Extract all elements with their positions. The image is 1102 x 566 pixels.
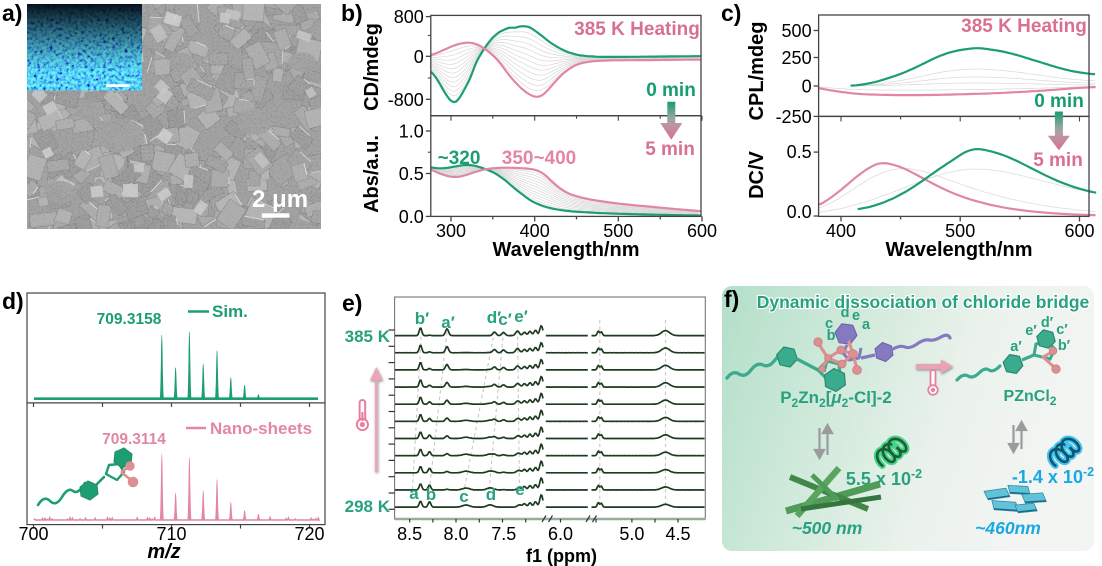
svg-text:0: 0: [414, 47, 424, 67]
svg-text:500: 500: [603, 221, 633, 241]
svg-text:c: c: [825, 316, 833, 332]
svg-text:709.3158: 709.3158: [97, 311, 162, 328]
svg-text:c: c: [459, 487, 468, 506]
svg-text:5.5 x 10-2: 5.5 x 10-2: [846, 467, 922, 489]
svg-text:c′: c′: [1056, 322, 1068, 338]
svg-text:a: a: [409, 484, 419, 503]
svg-text:709.3114: 709.3114: [102, 431, 166, 448]
svg-text:a′: a′: [441, 313, 455, 332]
svg-text:0 min: 0 min: [1034, 91, 1084, 112]
svg-text:a: a: [862, 317, 871, 333]
svg-text:b: b: [426, 485, 436, 504]
svg-text:Dynamic dissociation of chlori: Dynamic dissociation of chloride bridge: [757, 292, 1090, 312]
svg-text:c): c): [721, 0, 741, 26]
svg-text:Sim.: Sim.: [212, 302, 248, 321]
svg-text:298 K: 298 K: [345, 497, 391, 516]
svg-text:5 min: 5 min: [645, 139, 695, 160]
svg-text:600: 600: [687, 221, 717, 241]
svg-text:0 min: 0 min: [646, 80, 696, 101]
svg-text:~320: ~320: [438, 148, 481, 169]
svg-text:385 K Heating: 385 K Heating: [961, 16, 1087, 37]
svg-text:0.5: 0.5: [787, 142, 812, 162]
svg-text:DC/V: DC/V: [746, 150, 768, 198]
svg-text:Abs/a.u.: Abs/a.u.: [361, 135, 383, 213]
svg-text:0.0: 0.0: [787, 202, 812, 222]
svg-text:~460nm: ~460nm: [975, 518, 1041, 538]
svg-text:b): b): [341, 0, 363, 26]
svg-text:600: 600: [1064, 221, 1094, 241]
svg-text:0.5: 0.5: [399, 164, 424, 184]
svg-text:CPL/mdeg: CPL/mdeg: [746, 22, 768, 121]
svg-text:PZnCl2: PZnCl2: [1004, 388, 1057, 408]
svg-text:Wavelength/nm: Wavelength/nm: [885, 239, 1032, 261]
svg-text:8.5: 8.5: [397, 524, 422, 544]
svg-text:d: d: [486, 485, 496, 504]
svg-text:b: b: [827, 328, 836, 344]
svg-text:d′: d′: [487, 308, 501, 327]
svg-text:-800: -800: [388, 90, 424, 110]
svg-text:b′: b′: [415, 309, 429, 328]
svg-text:~500 nm: ~500 nm: [792, 518, 863, 538]
svg-text:0: 0: [802, 77, 812, 97]
svg-text:350~400: 350~400: [502, 148, 577, 169]
svg-text:m/z: m/z: [147, 541, 180, 563]
svg-text:300: 300: [436, 221, 466, 241]
svg-text:1.0: 1.0: [399, 122, 424, 142]
svg-text:4.5: 4.5: [665, 524, 690, 544]
svg-text:250: 250: [782, 48, 812, 68]
svg-text:a): a): [2, 0, 22, 26]
svg-text:5 min: 5 min: [1033, 150, 1083, 171]
svg-text:700: 700: [18, 524, 48, 544]
svg-text:7.5: 7.5: [491, 524, 516, 544]
svg-text:385 K Heating: 385 K Heating: [574, 19, 700, 40]
svg-text:800: 800: [394, 7, 424, 27]
svg-text:720: 720: [294, 524, 324, 544]
svg-text:a′: a′: [1010, 339, 1022, 355]
svg-text:d: d: [841, 305, 850, 321]
svg-text:d′: d′: [1041, 315, 1054, 331]
svg-text:500: 500: [945, 221, 975, 241]
svg-text:8.0: 8.0: [443, 524, 468, 544]
svg-text:2 μm: 2 μm: [252, 186, 308, 213]
svg-text:e): e): [342, 290, 362, 316]
svg-text:P2Zn2[μ2-Cl]-2: P2Zn2[μ2-Cl]-2: [780, 388, 892, 410]
svg-text:5.0: 5.0: [619, 524, 644, 544]
svg-text:400: 400: [826, 221, 856, 241]
svg-text:Wavelength/nm: Wavelength/nm: [492, 239, 639, 261]
svg-text:500: 500: [782, 21, 812, 41]
svg-text:b′: b′: [1058, 338, 1071, 354]
svg-text:710: 710: [156, 524, 186, 544]
svg-text:e′: e′: [1025, 323, 1037, 339]
svg-text:d): d): [2, 288, 24, 314]
svg-text:e′: e′: [514, 307, 528, 326]
svg-text:-250: -250: [776, 107, 812, 127]
svg-text:CD/mdeg: CD/mdeg: [361, 23, 383, 111]
svg-text:f): f): [724, 286, 739, 312]
svg-text:6.0: 6.0: [548, 524, 573, 544]
svg-text:f1 (ppm): f1 (ppm): [526, 546, 597, 566]
svg-text:-1.4 x 10-2: -1.4 x 10-2: [1012, 465, 1094, 487]
svg-text:0.0: 0.0: [399, 207, 424, 227]
svg-text:e: e: [515, 480, 524, 499]
svg-text:385 K: 385 K: [345, 327, 391, 346]
svg-text:e: e: [852, 308, 860, 324]
svg-text:Nano-sheets: Nano-sheets: [210, 419, 312, 438]
svg-text:400: 400: [520, 221, 550, 241]
svg-text:c′: c′: [498, 310, 512, 329]
